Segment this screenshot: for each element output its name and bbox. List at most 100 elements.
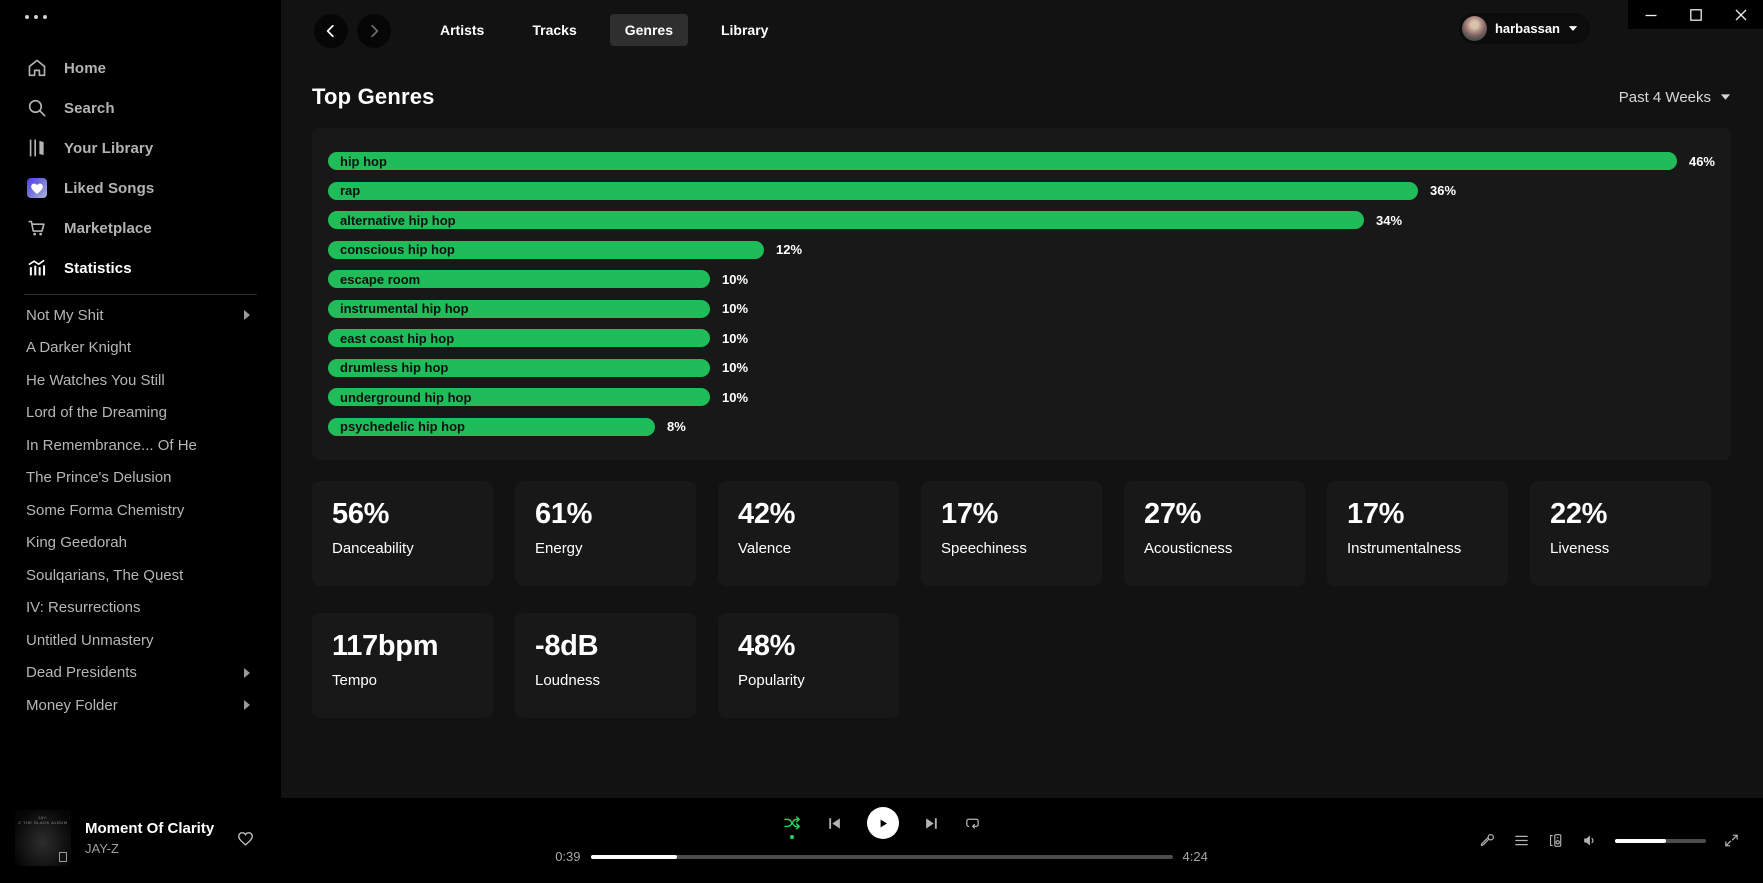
previous-icon (828, 817, 840, 829)
sidebar-item-your-library[interactable]: Your Library (0, 128, 281, 168)
playlist-label: Not My Shit (26, 306, 104, 324)
playlist-item-lord-of-the-dreaming[interactable]: Lord of the Dreaming (0, 397, 281, 430)
playlist-label: Money Folder (26, 696, 118, 714)
volume-button[interactable] (1581, 832, 1598, 849)
time-range-dropdown[interactable]: Past 4 Weeks (1619, 89, 1731, 106)
playlist-item-iv-resurrections[interactable]: IV: Resurrections (0, 592, 281, 625)
connect-device-button[interactable] (1547, 832, 1564, 849)
stat-value: 56% (332, 497, 390, 530)
stat-label: Loudness (535, 671, 601, 689)
genre-bar: escape room (328, 270, 710, 288)
forward-button[interactable] (357, 14, 391, 48)
stat-card-liveness: 22% Liveness (1530, 480, 1711, 586)
playlist-label: In Remembrance... Of He (26, 436, 197, 454)
genre-label: hip hop (340, 153, 387, 169)
stat-value: 42% (738, 497, 796, 530)
playlist-item-a-darker-knight[interactable]: A Darker Knight (0, 332, 281, 365)
sidebar-item-statistics[interactable]: Statistics (0, 248, 281, 288)
like-button[interactable] (236, 829, 255, 848)
playlist-item-some-forma-chemistry[interactable]: Some Forma Chemistry (0, 494, 281, 527)
playlist-label: Untitled Unmastery (26, 631, 154, 649)
genre-percent: 8% (667, 419, 686, 434)
tab-tracks[interactable]: Tracks (517, 14, 591, 46)
lyrics-mic-icon (1480, 834, 1494, 847)
close-button[interactable] (1718, 0, 1763, 29)
stat-label: Liveness (1550, 539, 1610, 557)
playlist-item-dead-presidents[interactable]: Dead Presidents (0, 657, 281, 690)
genre-percent: 10% (722, 271, 749, 287)
repeat-button[interactable] (964, 815, 981, 832)
user-name: harbassan (1494, 21, 1560, 36)
stat-value: 17% (1347, 497, 1405, 530)
page-header: Top Genres Past 4 Weeks (312, 84, 1731, 110)
heart-icon (238, 831, 254, 846)
genre-percent: 12% (776, 242, 803, 257)
chevron-right-icon (243, 309, 251, 321)
stat-label: Energy (535, 539, 583, 557)
playlist-label: IV: Resurrections (26, 599, 141, 617)
sidebar-item-search[interactable]: Search (0, 88, 281, 128)
stat-label: Speechiness (941, 539, 1027, 557)
chevron-down-icon (1568, 26, 1578, 31)
playlist-item-king-geedorah[interactable]: King Geedorah (0, 527, 281, 560)
next-icon (925, 817, 937, 829)
maximize-button[interactable] (1673, 0, 1718, 29)
lyrics-button[interactable] (1479, 832, 1496, 849)
top-navigation: Artists Tracks Genres Library harbassan (312, 0, 1731, 48)
next-button[interactable] (923, 815, 940, 832)
stat-card-instrumentalness: 17% Instrumentalness (1327, 480, 1508, 586)
user-menu[interactable]: harbassan (1458, 13, 1590, 44)
stat-value: -8dB (535, 629, 599, 662)
playlist-item-the-prince-s-delusion[interactable]: The Prince's Delusion (0, 462, 281, 495)
stat-label: Tempo (332, 671, 378, 689)
stat-card-valence: 42% Valence (718, 480, 899, 586)
play-icon (880, 819, 888, 827)
previous-button[interactable] (826, 815, 843, 832)
tab-artists[interactable]: Artists (425, 14, 499, 46)
home-icon (26, 57, 48, 79)
progress-bar[interactable] (590, 854, 1173, 859)
playlist-item-not-my-shit[interactable]: Not My Shit (0, 299, 281, 332)
album-art[interactable]: JAY-Z THE BLACK ALBUM (15, 810, 71, 866)
playlist-item-he-watches-you-still[interactable]: He Watches You Still (0, 364, 281, 397)
genre-row-alternative-hip-hop: alternative hip hop 34% (328, 211, 1715, 229)
playlist-item-money-folder[interactable]: Money Folder (0, 689, 281, 722)
fullscreen-button[interactable] (1723, 832, 1740, 849)
back-button[interactable] (314, 14, 348, 48)
volume-slider[interactable] (1615, 838, 1706, 843)
stats-tabs: Artists Tracks Genres Library (425, 14, 783, 46)
progress-fill (590, 854, 677, 859)
library-icon (26, 137, 48, 159)
overflow-menu-dots[interactable] (25, 13, 281, 21)
play-button[interactable] (866, 807, 899, 839)
genre-label: psychedelic hip hop (340, 419, 465, 434)
stat-card-speechiness: 17% Speechiness (921, 480, 1102, 586)
sidebar-divider (24, 294, 257, 295)
track-title[interactable]: Moment Of Clarity (85, 820, 215, 837)
playlist-item-in-remembrance-of-he[interactable]: In Remembrance... Of He (0, 429, 281, 462)
playlist-item-untitled-unmastery[interactable]: Untitled Unmastery (0, 624, 281, 657)
stat-label: Acousticness (1144, 539, 1233, 557)
genre-bar: alternative hip hop (328, 211, 1364, 229)
tab-genres[interactable]: Genres (609, 14, 688, 46)
queue-button[interactable] (1513, 832, 1530, 849)
now-playing: JAY-Z THE BLACK ALBUM Moment Of Clarity … (15, 810, 255, 866)
genre-percent: 10% (722, 301, 749, 316)
genre-percent: 10% (722, 330, 749, 346)
sidebar-item-liked-songs[interactable]: Liked Songs (0, 168, 281, 208)
sidebar-item-marketplace[interactable]: Marketplace (0, 208, 281, 248)
genre-label: conscious hip hop (340, 242, 455, 257)
statistics-icon (26, 257, 48, 279)
genre-label: instrumental hip hop (340, 301, 469, 316)
genre-bar: instrumental hip hop (328, 299, 710, 318)
minimize-button[interactable] (1628, 0, 1673, 29)
sidebar-item-home[interactable]: Home (0, 48, 281, 88)
playlist-item-soulqarians-the-quest[interactable]: Soulqarians, The Quest (0, 559, 281, 592)
main-content: Artists Tracks Genres Library harbassan Top… (281, 0, 1763, 798)
genre-row-east-coast-hip-hop: east coast hip hop 10% (328, 329, 1715, 347)
track-artist[interactable]: JAY-Z (85, 841, 119, 856)
shuffle-button[interactable] (783, 812, 802, 835)
elapsed-time: 0:39 (555, 849, 581, 864)
playlist-label: King Geedorah (26, 534, 127, 552)
tab-library[interactable]: Library (706, 14, 783, 46)
